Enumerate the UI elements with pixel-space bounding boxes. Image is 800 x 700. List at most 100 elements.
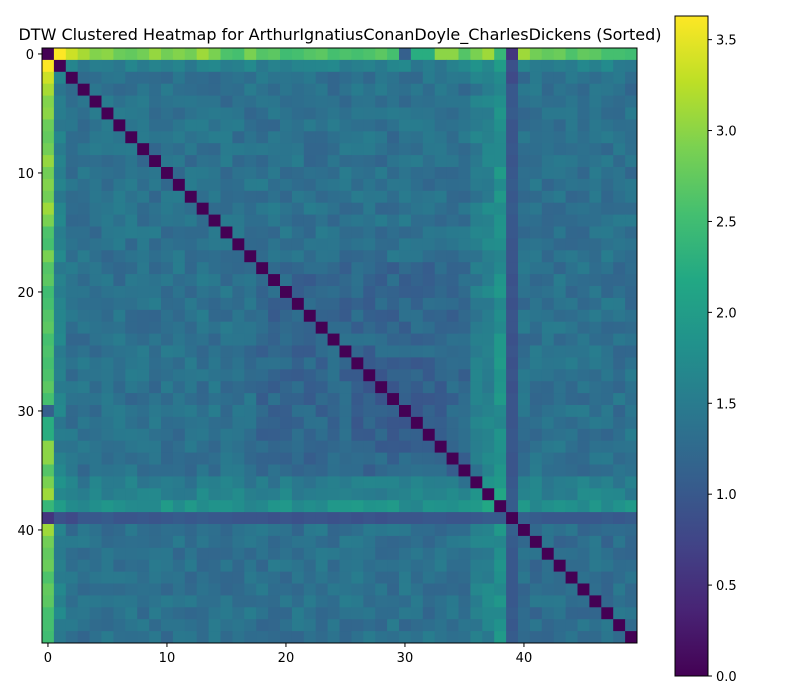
heatmap-cell: [529, 369, 543, 382]
heatmap-cell: [434, 405, 447, 418]
heatmap-cell: [113, 333, 126, 346]
heatmap-cell: [339, 83, 352, 96]
heatmap-cell: [196, 631, 209, 644]
heatmap-cell: [399, 333, 412, 346]
heatmap-cell: [172, 416, 186, 430]
heatmap-cell: [529, 357, 543, 370]
heatmap-cell: [220, 238, 233, 251]
heatmap-cell: [291, 416, 305, 430]
heatmap-cell: [565, 476, 578, 489]
heatmap-cell: [470, 524, 483, 537]
heatmap-cell: [101, 262, 114, 275]
heatmap-cell: [65, 167, 79, 180]
heatmap-cell: [387, 333, 400, 346]
heatmap-cell: [351, 607, 364, 620]
heatmap-cell: [149, 214, 162, 227]
heatmap-cell: [601, 428, 614, 442]
heatmap-cell: [529, 405, 543, 418]
heatmap-cell: [601, 559, 614, 572]
heatmap-cell: [256, 405, 269, 418]
heatmap-cell: [244, 107, 257, 120]
heatmap-cell: [529, 440, 543, 453]
heatmap-cell: [280, 571, 293, 584]
heatmap-cell: [589, 559, 602, 572]
heatmap-cell: [280, 452, 293, 465]
heatmap-cell: [363, 321, 376, 334]
heatmap-cell: [89, 345, 102, 358]
heatmap-cell: [77, 500, 90, 513]
heatmap-cell: [625, 405, 638, 418]
heatmap-cell: [256, 524, 269, 537]
heatmap-cell: [291, 345, 305, 358]
heatmap-cell: [327, 357, 340, 370]
heatmap-cell: [518, 226, 531, 239]
heatmap-cell: [42, 500, 55, 513]
heatmap-cell: [101, 286, 114, 299]
heatmap-cell: [196, 202, 209, 215]
heatmap-cell: [589, 464, 602, 477]
heatmap-cell: [172, 452, 186, 465]
heatmap-cell: [137, 48, 150, 61]
heatmap-cell: [553, 393, 566, 406]
heatmap-cell: [113, 440, 126, 453]
heatmap-cell: [89, 143, 102, 156]
heatmap-cell: [494, 71, 507, 85]
heatmap-cell: [280, 369, 293, 382]
heatmap-cell: [589, 345, 602, 358]
heatmap-cell: [89, 571, 102, 584]
colorbar-tick-label: 0.5: [716, 579, 737, 594]
heatmap-cell: [577, 416, 590, 430]
heatmap-cell: [446, 571, 459, 584]
heatmap-cell: [137, 571, 150, 584]
heatmap-cell: [434, 547, 447, 561]
heatmap-cell: [387, 321, 400, 334]
heatmap-cell: [529, 595, 543, 608]
heatmap-cell: [434, 321, 447, 334]
heatmap-cell: [351, 476, 364, 489]
heatmap-cell: [506, 167, 519, 180]
heatmap-cell: [315, 583, 328, 596]
heatmap-cell: [410, 524, 424, 537]
heatmap-cell: [351, 369, 364, 382]
heatmap-cell: [494, 381, 507, 394]
heatmap-cell: [565, 607, 578, 620]
heatmap-cell: [315, 202, 328, 215]
heatmap-cell: [375, 452, 388, 465]
heatmap-cell: [42, 286, 55, 299]
heatmap-cell: [327, 440, 340, 453]
heatmap-cell: [589, 607, 602, 620]
heatmap-cell: [137, 119, 150, 132]
heatmap-cell: [399, 381, 412, 394]
heatmap-cell: [446, 226, 459, 239]
heatmap-cell: [125, 369, 138, 382]
heatmap-cell: [518, 95, 531, 108]
heatmap-cell: [375, 416, 388, 430]
heatmap-cell: [399, 83, 412, 96]
heatmap-cell: [315, 309, 328, 323]
heatmap-cell: [42, 357, 55, 370]
heatmap-cell: [351, 416, 364, 430]
heatmap-cell: [172, 345, 186, 358]
heatmap-cell: [434, 214, 447, 227]
heatmap-cell: [339, 190, 352, 204]
heatmap-cell: [125, 381, 138, 394]
heatmap-cell: [101, 381, 114, 394]
heatmap-cell: [541, 119, 555, 132]
heatmap-cell: [196, 309, 209, 323]
heatmap-cell: [196, 488, 209, 501]
heatmap-cell: [113, 416, 126, 430]
heatmap-cell: [244, 131, 257, 144]
heatmap-cell: [482, 512, 495, 525]
heatmap-cell: [470, 428, 483, 442]
heatmap-cell: [256, 190, 269, 204]
heatmap-cell: [89, 333, 102, 346]
heatmap-cell: [363, 524, 376, 537]
heatmap-cell: [125, 202, 138, 215]
heatmap-cell: [446, 59, 459, 73]
heatmap-cell: [113, 547, 126, 561]
heatmap-cell: [625, 393, 638, 406]
heatmap-cell: [101, 595, 114, 608]
heatmap-cell: [363, 357, 376, 370]
heatmap-cell: [220, 190, 233, 204]
heatmap-cell: [458, 143, 471, 156]
